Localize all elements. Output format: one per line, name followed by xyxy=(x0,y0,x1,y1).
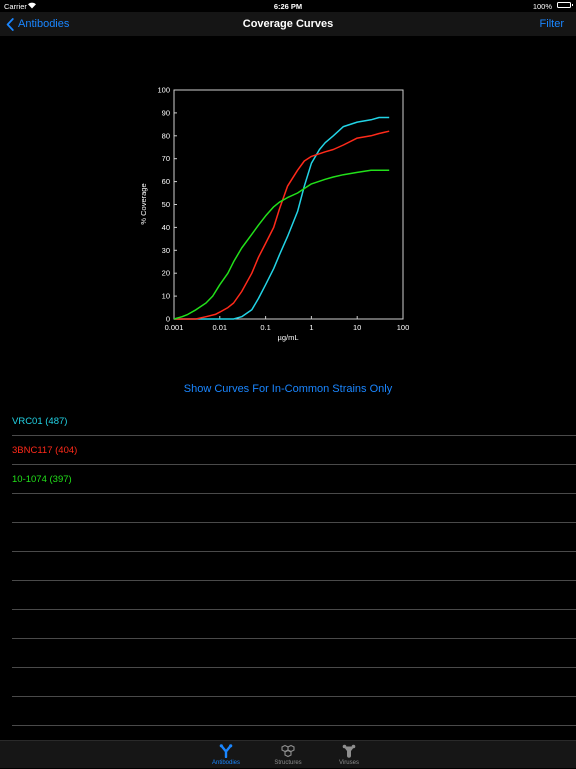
x-axis-label: µg/mL xyxy=(278,333,299,342)
tab-antibodies[interactable]: Antibodies xyxy=(204,741,248,769)
x-tick-label: 0.1 xyxy=(260,323,270,332)
x-tick-label: 1 xyxy=(309,323,313,332)
tab-label: Viruses xyxy=(339,760,359,766)
empty-list-row xyxy=(0,552,576,581)
empty-list-row xyxy=(0,697,576,726)
row-separator xyxy=(12,464,576,465)
antibody-icon xyxy=(219,744,233,758)
y-tick-label: 0 xyxy=(166,315,170,324)
row-separator xyxy=(12,609,576,610)
coverage-chart-svg: 0 10 20 30 40 50 60 70 80 90 100 0.001 0.01 0.1 1 10 10… xyxy=(139,86,410,343)
virus-icon xyxy=(342,744,356,758)
tab-label: Antibodies xyxy=(211,760,241,766)
row-separator xyxy=(12,696,576,697)
structure-icon xyxy=(281,744,295,758)
tab-viruses[interactable]: Viruses xyxy=(327,741,371,769)
antibody-label: VRC01 (487) xyxy=(12,416,68,427)
page-title: Coverage Curves xyxy=(242,18,334,30)
empty-list-row xyxy=(0,610,576,639)
row-separator xyxy=(12,638,576,639)
in-common-strains-button[interactable]: Show Curves For In-Common Strains Only xyxy=(183,383,393,395)
x-tick-label: 100 xyxy=(397,323,410,332)
x-tick-label: 0.01 xyxy=(212,323,227,332)
series-line xyxy=(174,116,390,320)
series-line xyxy=(174,130,390,320)
row-separator xyxy=(12,522,576,523)
series-line xyxy=(173,169,390,320)
empty-list-row xyxy=(0,668,576,697)
row-separator xyxy=(12,551,576,552)
y-tick-label: 60 xyxy=(162,177,170,186)
empty-list-row xyxy=(0,581,576,610)
plot-area xyxy=(173,89,404,320)
y-tick-label: 20 xyxy=(162,269,170,278)
row-separator xyxy=(12,580,576,581)
list-item[interactable]: 10-1074 (397) xyxy=(0,465,576,494)
empty-list-row xyxy=(0,494,576,523)
y-tick-label: 40 xyxy=(162,223,170,232)
y-tick-label: 100 xyxy=(157,86,170,95)
coverage-chart: 0 10 20 30 40 50 60 70 80 90 100 0.001 0.01 0.1 1 10 10… xyxy=(0,36,576,361)
chevron-left-icon xyxy=(6,17,14,31)
battery-percentage: 100% xyxy=(532,2,552,11)
filter-button[interactable]: Filter xyxy=(539,18,564,30)
row-separator xyxy=(12,725,576,726)
antibody-list: VRC01 (487) 3BNC117 (404) 10-1074 (397) xyxy=(0,407,576,726)
battery-icon xyxy=(557,2,573,8)
row-separator xyxy=(12,667,576,668)
y-tick-label: 90 xyxy=(162,108,170,117)
empty-list-row xyxy=(0,523,576,552)
clock: 6:26 PM xyxy=(273,2,303,11)
list-item[interactable]: VRC01 (487) xyxy=(0,407,576,436)
y-tick-label: 70 xyxy=(162,154,170,163)
back-button-label: Antibodies xyxy=(18,18,70,30)
tab-label: Structures xyxy=(274,760,302,766)
y-axis-label: % Coverage xyxy=(139,183,148,224)
wifi-icon xyxy=(27,1,37,11)
y-tick-label: 30 xyxy=(162,246,170,255)
y-tick-label: 10 xyxy=(162,292,170,301)
y-tick-label: 80 xyxy=(162,131,170,140)
y-tick-label: 50 xyxy=(162,200,170,209)
carrier-label: Carrier xyxy=(4,2,27,11)
empty-list-row xyxy=(0,639,576,668)
list-item[interactable]: 3BNC117 (404) xyxy=(0,436,576,465)
navigation-bar: Antibodies Coverage Curves Filter xyxy=(0,12,576,36)
status-bar: Carrier 6:26 PM 100% xyxy=(0,0,576,12)
tab-bar: Antibodies Structures Viruses xyxy=(0,740,576,768)
back-button[interactable]: Antibodies xyxy=(6,12,69,36)
tab-structures[interactable]: Structures xyxy=(266,741,310,769)
antibody-label: 3BNC117 (404) xyxy=(12,445,78,456)
row-separator xyxy=(12,493,576,494)
x-tick-label: 10 xyxy=(353,323,361,332)
row-separator xyxy=(12,435,576,436)
x-tick-label: 0.001 xyxy=(165,323,184,332)
antibody-label: 10-1074 (397) xyxy=(12,474,72,485)
